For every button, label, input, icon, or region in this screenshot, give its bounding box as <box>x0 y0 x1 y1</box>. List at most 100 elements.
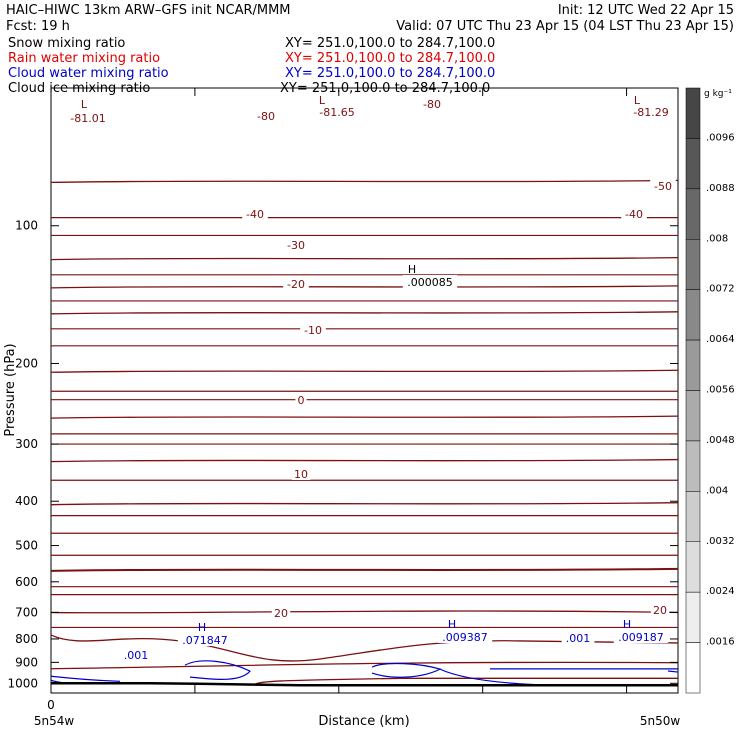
isotherm-line <box>50 432 679 435</box>
isotherm-label-bg <box>650 179 676 192</box>
colorbar-units: g kg⁻¹ <box>704 89 732 99</box>
y-tick-label: 100 <box>15 219 38 233</box>
y-tick-label: 800 <box>15 632 38 646</box>
y-tick-label: 400 <box>15 494 38 508</box>
extremum-value-label-bg <box>402 275 458 288</box>
isotherm-line <box>50 327 679 330</box>
field-xy-rain: XY= 251.0,100.0 to 284.7,100.0 <box>285 51 495 66</box>
isotherm-line <box>50 234 679 237</box>
isotherm-line <box>50 458 679 463</box>
isotherm-line <box>50 311 679 315</box>
colorbar-segment <box>685 289 701 341</box>
cloud-water-contour <box>667 670 679 673</box>
isotherm-label-bg <box>295 393 307 406</box>
y-tick-label: 500 <box>15 539 38 553</box>
cloud-water-label-bg <box>561 631 595 644</box>
colorbar-tick-label: .0072 <box>706 284 735 295</box>
isotherm-label: -80 <box>257 110 275 123</box>
colorbar-tick-label: .0088 <box>706 183 735 194</box>
extremum-type-label: L <box>634 94 641 107</box>
isotherm-line <box>50 479 679 482</box>
field-name-cloud-water: Cloud water mixing ratio <box>8 66 169 81</box>
extremum-value-label: -81.65 <box>319 106 354 119</box>
isotherm-label: -10 <box>304 324 322 337</box>
isotherm-label-bg <box>300 323 326 336</box>
isotherm-line <box>50 390 679 393</box>
isotherm-line <box>50 300 679 302</box>
isotherm-lines <box>50 179 679 685</box>
isotherm-label: 20 <box>653 604 667 617</box>
isotherm-label: -50 <box>654 180 672 193</box>
extremum-type-label: L <box>81 98 88 111</box>
colorbar-tick-label: .0016 <box>706 637 735 648</box>
extremum-type-label: L <box>319 94 326 107</box>
cloud-water-label: .001 <box>566 632 591 645</box>
isotherm-line <box>254 677 678 685</box>
colorbar-segment <box>685 390 701 442</box>
isotherm-line <box>50 285 679 289</box>
isotherm-line <box>50 593 679 596</box>
colorbar-tick-label: .0056 <box>706 385 735 396</box>
extremum-value-label: .009387 <box>442 631 488 644</box>
isotherm-line <box>50 502 679 506</box>
isotherm-label: -20 <box>287 278 305 291</box>
extremum-value-label-bg <box>64 111 112 124</box>
isotherm-label: 10 <box>294 468 308 481</box>
y-tick-label: 200 <box>15 356 38 370</box>
isotherm-label: -30 <box>287 239 305 252</box>
cloud-water-contours <box>50 660 679 687</box>
isotherm-line <box>50 532 679 535</box>
isotherm-label-bg <box>621 207 647 220</box>
y-tick-label: 900 <box>15 655 38 669</box>
terrain-line <box>51 682 678 687</box>
y-tick-label: 600 <box>15 575 38 589</box>
cloud-water-contour <box>439 668 621 687</box>
isotherm-line <box>50 179 679 184</box>
extremum-value-label-bg <box>437 630 493 643</box>
isotherm-label-bg <box>650 603 670 616</box>
x-tick-label: 0 <box>47 698 55 712</box>
colorbar-segment <box>685 87 701 139</box>
colorbar-segment <box>685 591 701 643</box>
x-axis-label: Distance (km) <box>318 714 409 729</box>
isotherm-line <box>50 415 679 419</box>
extremum-value-label-bg <box>313 105 361 118</box>
x-tick-label: 5n50w <box>640 714 681 728</box>
extremum-value-label: .071847 <box>182 634 228 647</box>
isotherm-label-bg <box>253 109 279 122</box>
isotherm-label-bg <box>271 606 291 619</box>
cloud-water-contour <box>50 675 121 682</box>
cloud-water-label: .001 <box>124 649 149 662</box>
isotherm-line <box>50 567 679 572</box>
x-tick-label: 5n54w <box>34 714 75 728</box>
colorbar-segment <box>685 138 701 190</box>
colorbar: .0096 .0088 .008 .0072 .0064 .0056 .0048 .004 .0… <box>685 87 735 694</box>
header-forecast: Fcst: 19 h <box>6 19 70 34</box>
extremum-value-label: -81.01 <box>70 112 105 125</box>
y-tick-label: 300 <box>15 437 38 451</box>
colorbar-segment <box>685 491 701 543</box>
isotherm-label-bg <box>283 238 309 251</box>
isotherm-line <box>50 273 679 276</box>
field-xy-snow: XY= 251.0,100.0 to 284.7,100.0 <box>285 36 495 51</box>
cloud-water-contour <box>184 660 251 680</box>
isotherm-line <box>50 634 679 662</box>
colorbar-segment <box>685 440 701 492</box>
isotherm-label: 0 <box>298 394 305 407</box>
isotherm-line <box>50 369 679 373</box>
isotherm-line <box>50 610 679 614</box>
extremum-value-label: .000085 <box>407 276 453 289</box>
extremum-value-label: .009187 <box>618 631 664 644</box>
colorbar-tick-label: .008 <box>706 233 728 244</box>
isotherm-label-bg <box>242 207 268 220</box>
colorbar-segment <box>685 642 701 694</box>
isotherm-line <box>50 585 679 588</box>
isotherm-line <box>50 626 679 629</box>
colorbar-segment <box>685 188 701 240</box>
isotherm-label-bg <box>283 277 309 290</box>
y-axis-label: Pressure (hPa) <box>3 343 18 436</box>
cloud-water-label-bg <box>119 648 153 661</box>
